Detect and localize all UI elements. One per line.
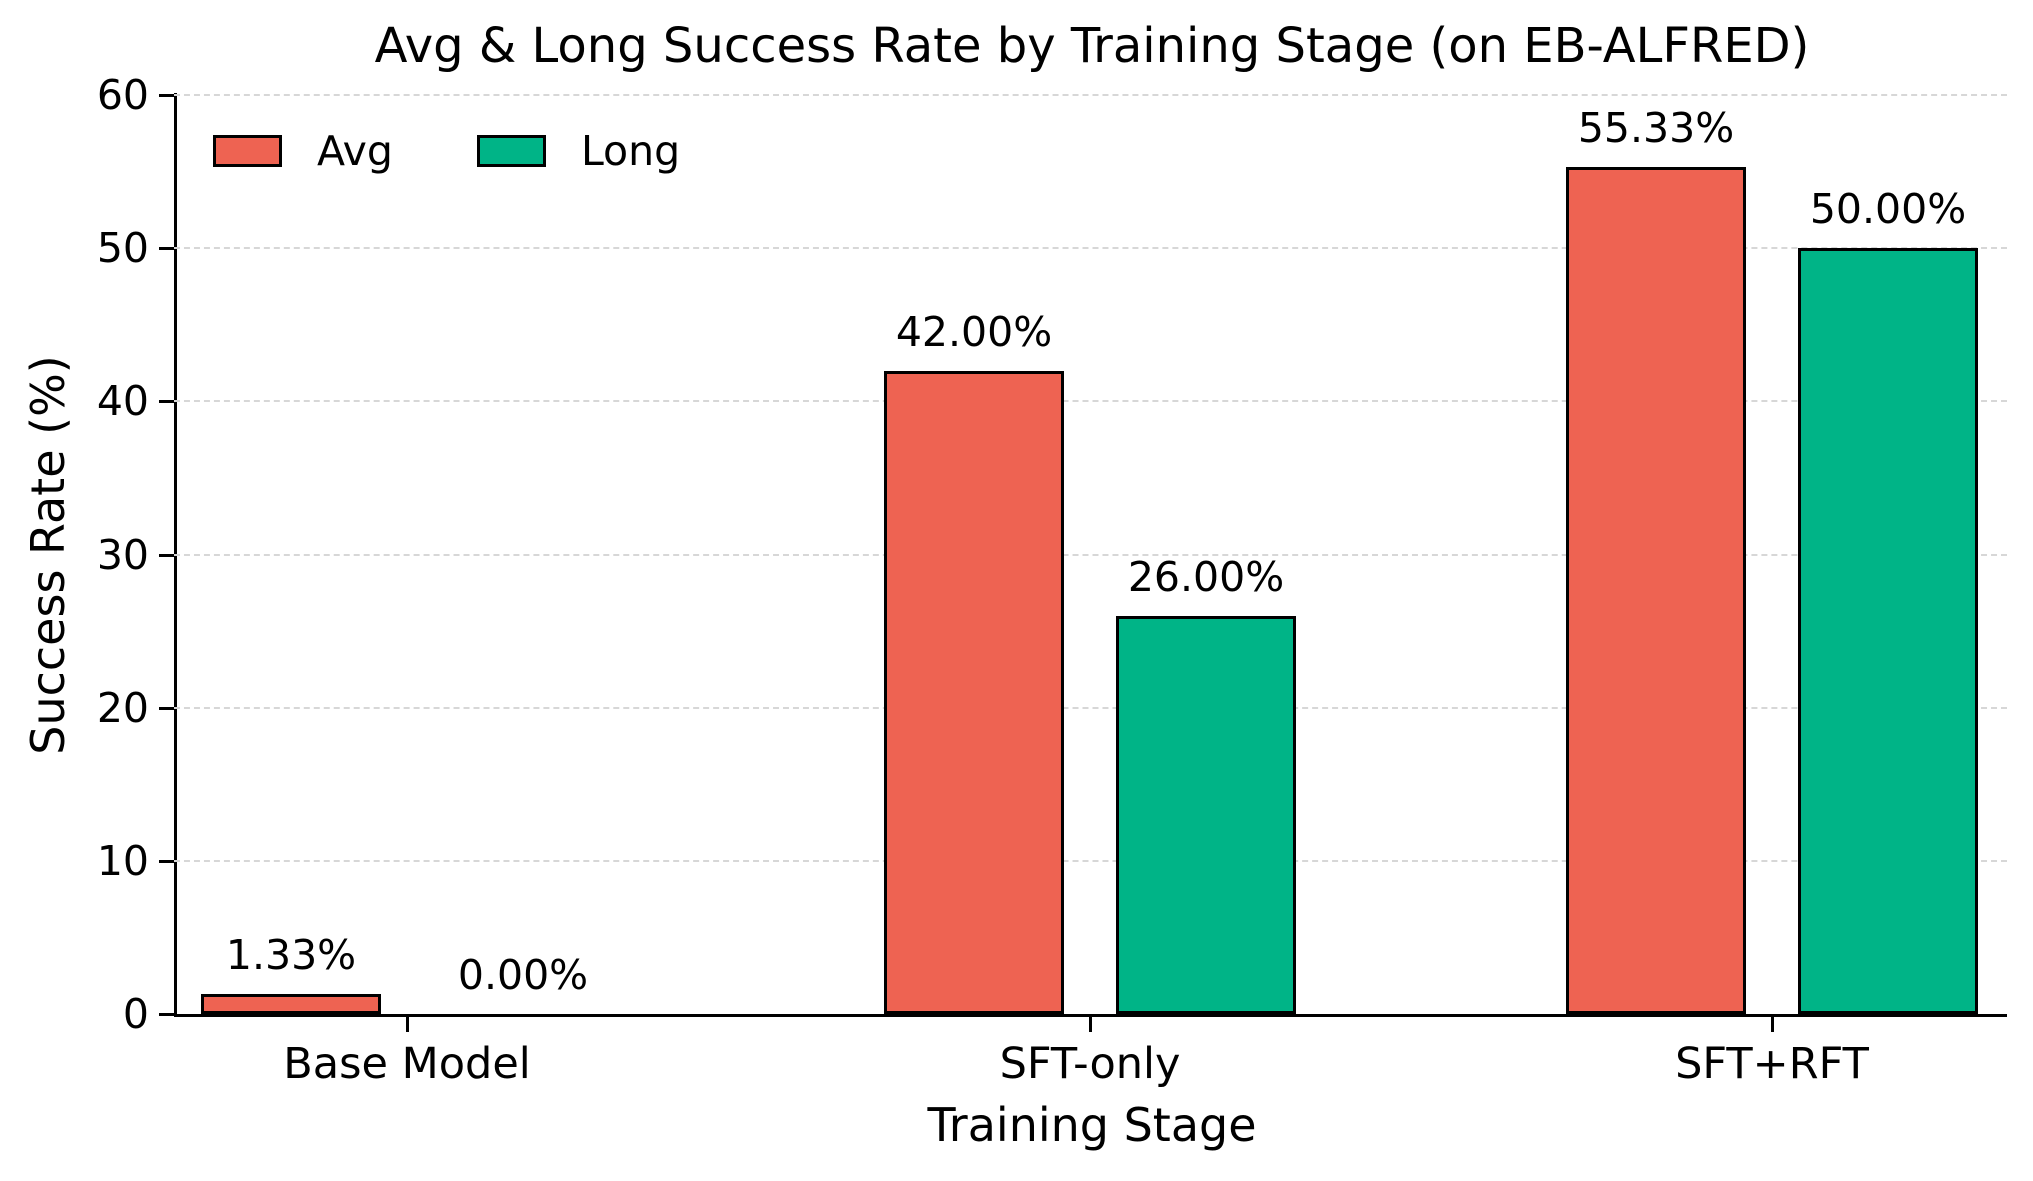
bar-value-label: 26.00% — [1127, 553, 1285, 601]
y-tick-label: 40 — [96, 377, 149, 426]
gridline-y60 — [174, 94, 2007, 96]
bar-avg-base-model — [201, 994, 381, 1014]
gridline-y10 — [174, 859, 2007, 862]
y-tick-label: 0 — [122, 990, 149, 1038]
x-tick-mark — [1089, 1017, 1092, 1032]
legend-label-avg: Avg — [317, 127, 393, 175]
legend-swatch-long — [476, 135, 546, 167]
bar-avg-sft-rft — [1566, 167, 1746, 1014]
gridline-y50 — [174, 247, 2007, 250]
bar-value-label: 50.00% — [1809, 185, 1967, 233]
gridline-y40 — [174, 400, 2007, 403]
bar-long-sft-only — [1116, 616, 1296, 1014]
legend-label-long: Long — [580, 127, 681, 175]
bar-avg-sft-only — [884, 371, 1064, 1014]
bar-value-label: 0.00% — [457, 951, 589, 999]
y-tick-mark — [159, 706, 174, 710]
x-axis-line — [174, 1014, 2007, 1017]
y-tick-label: 50 — [96, 224, 149, 273]
y-tick-mark — [159, 94, 174, 97]
bar-value-label: 42.00% — [895, 308, 1053, 356]
y-tick-mark — [159, 400, 174, 404]
bar-value-label: 1.33% — [225, 931, 357, 979]
legend-swatch-avg — [213, 135, 282, 167]
legend: Avg Long — [213, 129, 680, 173]
x-tick-label-sft-only: SFT-only — [999, 1039, 1181, 1089]
y-tick-label: 60 — [96, 71, 149, 119]
y-tick-mark — [159, 1013, 174, 1016]
x-tick-mark — [406, 1017, 409, 1032]
x-tick-label-base-model: Base Model — [283, 1039, 531, 1089]
y-tick-label: 30 — [96, 530, 149, 579]
bar-long-sft-rft — [1798, 248, 1978, 1014]
bar-value-label: 55.33% — [1577, 104, 1735, 152]
y-tick-mark — [159, 553, 174, 557]
gridline-y30 — [174, 553, 2007, 556]
y-tick-mark — [159, 859, 174, 863]
chart-title: Avg & Long Success Rate by Training Stag… — [374, 18, 1810, 74]
y-tick-mark — [159, 247, 174, 251]
y-tick-label: 10 — [96, 836, 149, 885]
x-axis-label: Training Stage — [927, 1098, 1257, 1152]
gridline-y20 — [174, 706, 2007, 709]
x-tick-mark — [1771, 1017, 1774, 1032]
y-tick-label: 20 — [96, 683, 149, 732]
x-tick-label-sft-rft: SFT+RFT — [1675, 1039, 1869, 1089]
